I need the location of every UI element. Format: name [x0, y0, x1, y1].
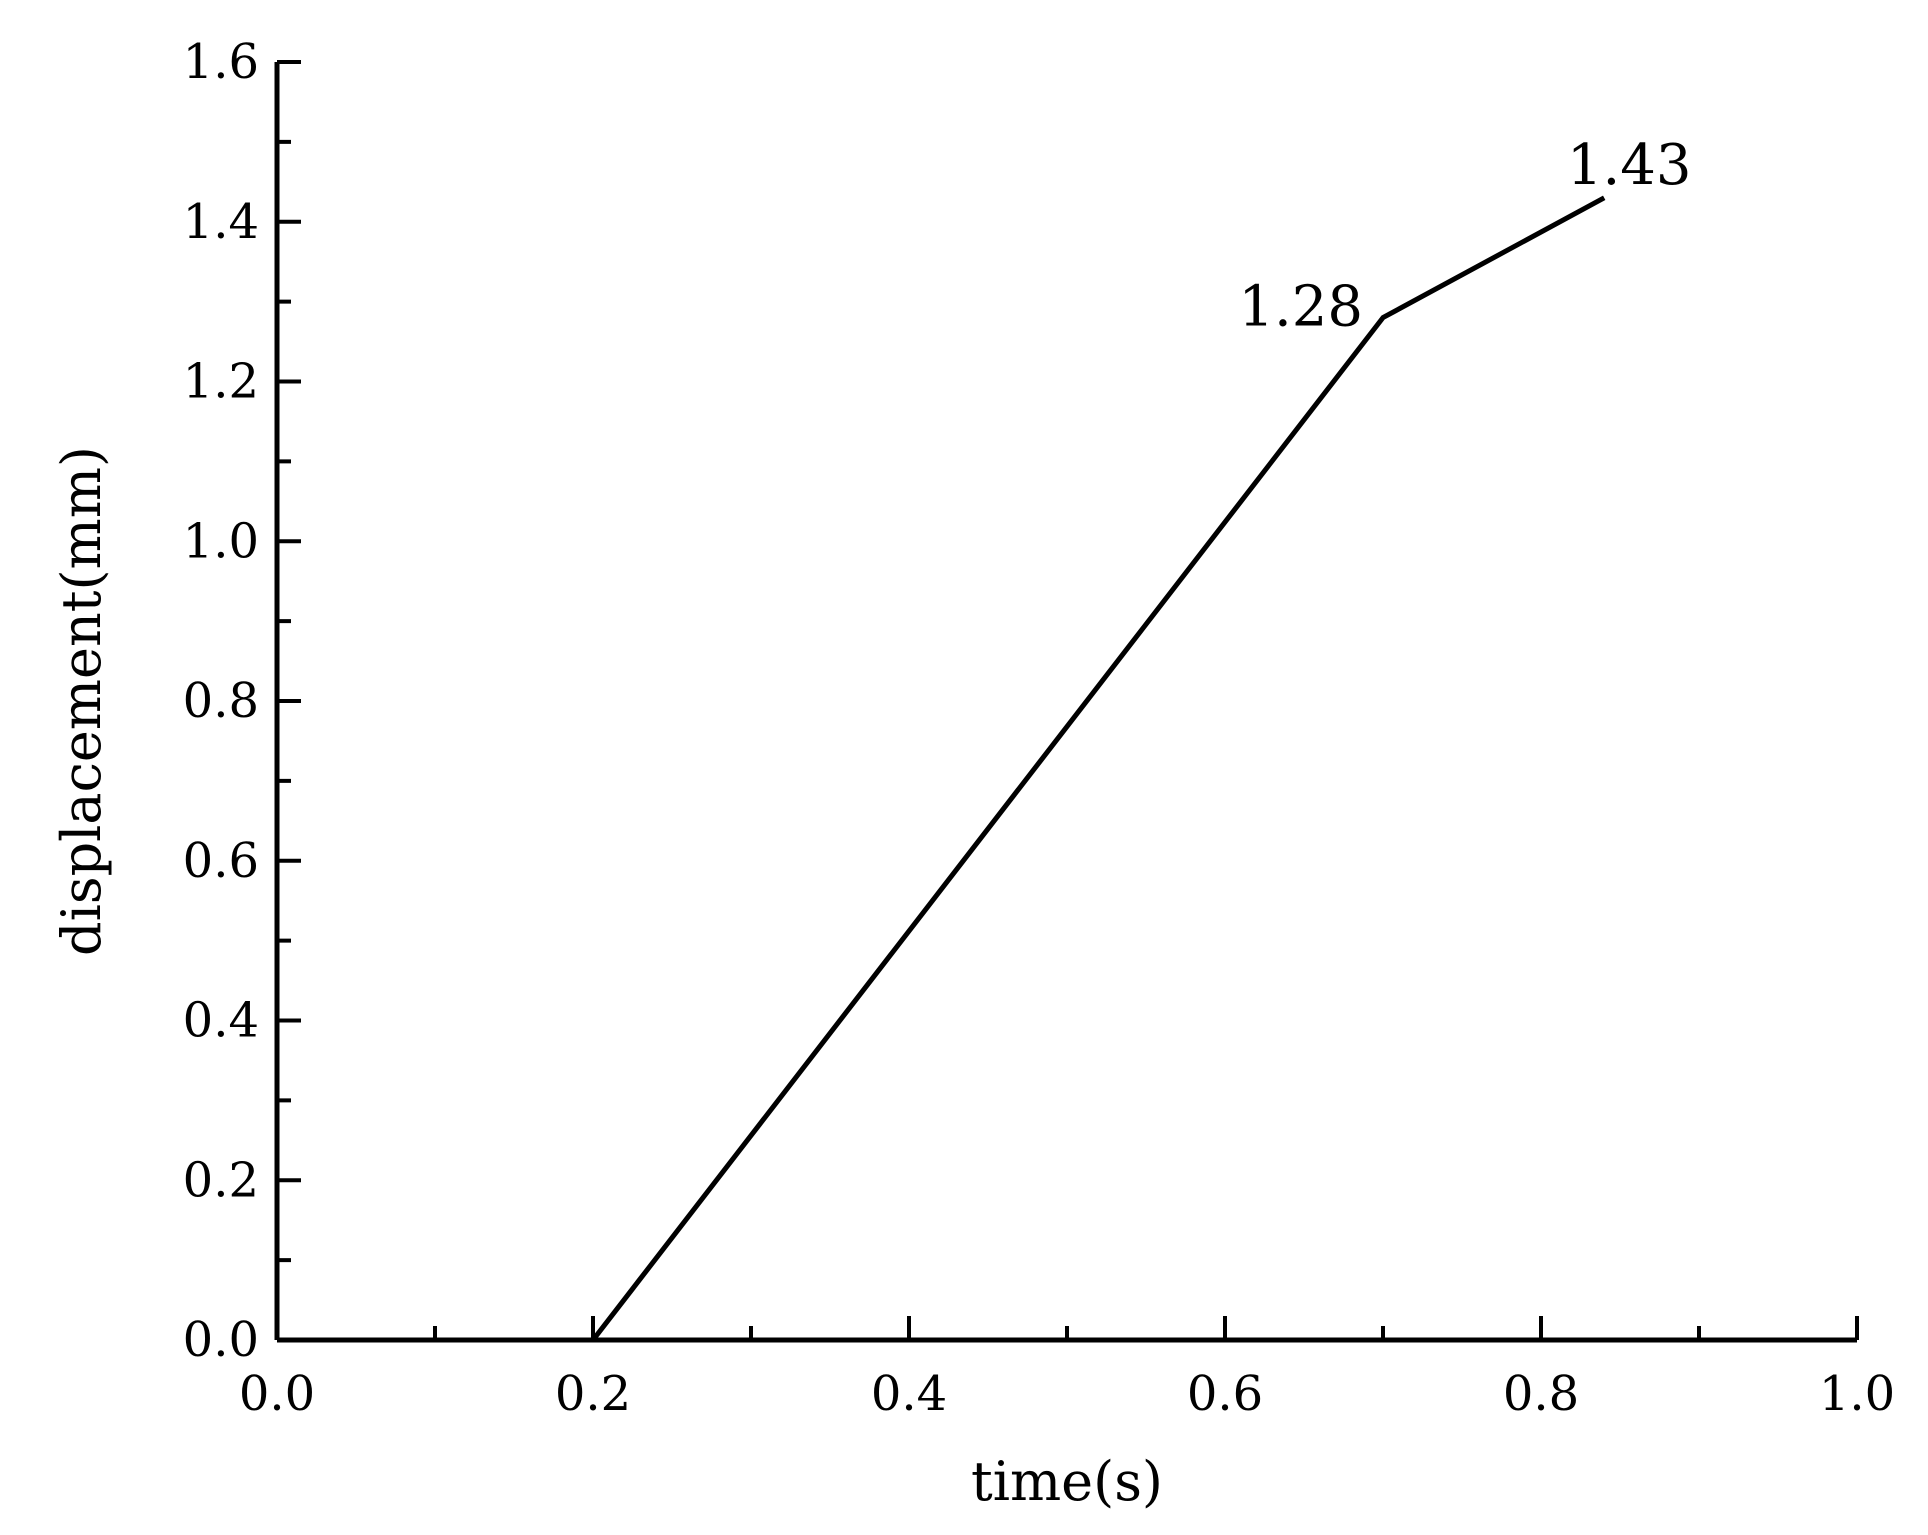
y-tick-label: 1.6	[183, 34, 259, 90]
x-tick-label: 0.6	[1187, 1366, 1263, 1422]
x-tick-label: 0.2	[555, 1366, 631, 1422]
x-tick-label: 0.0	[239, 1366, 315, 1422]
y-tick-label: 0.6	[183, 833, 259, 889]
y-tick-label: 1.2	[183, 354, 259, 410]
annotation-layer: 1.28 1.43	[1238, 133, 1691, 340]
x-axis-label: time(s)	[971, 1450, 1163, 1513]
data-label: 1.43	[1567, 133, 1692, 198]
y-axis-label: displacement(mm)	[50, 446, 113, 956]
y-tick-label: 0.8	[183, 673, 259, 729]
x-ticks: 0.0 0.2 0.4 0.6 0.8 1.0	[239, 1316, 1895, 1422]
axes	[274, 62, 1857, 1343]
y-ticks: 0.0 0.2 0.4 0.6 0.8 1.0 1.2 1.4 1.6	[183, 34, 301, 1368]
y-tick-label: 1.0	[183, 513, 259, 569]
x-tick-label: 0.4	[871, 1366, 947, 1422]
series-line	[591, 195, 1606, 1342]
x-tick-label: 0.8	[1503, 1366, 1579, 1422]
data-label: 1.28	[1238, 275, 1363, 340]
y-tick-label: 1.4	[183, 194, 259, 250]
y-tick-label: 0.2	[183, 1152, 259, 1208]
y-tick-label: 0.0	[183, 1312, 259, 1368]
series-layer	[591, 195, 1606, 1342]
x-tick-label: 1.0	[1819, 1366, 1895, 1422]
y-tick-label: 0.4	[183, 993, 259, 1049]
